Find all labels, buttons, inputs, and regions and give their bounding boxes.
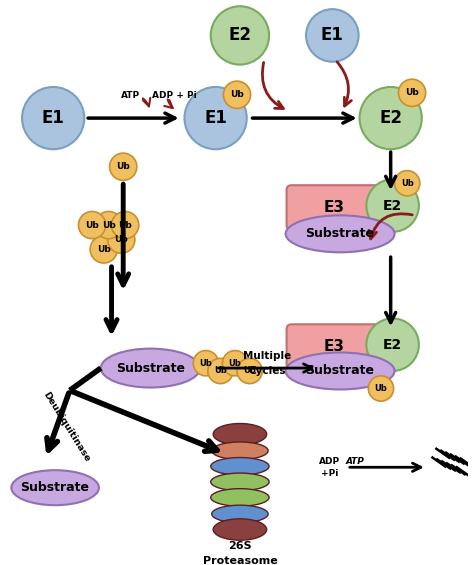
Ellipse shape (211, 473, 269, 490)
Text: ADP + Pi: ADP + Pi (152, 91, 197, 100)
Text: E2: E2 (383, 338, 402, 352)
Text: Ub: Ub (200, 359, 212, 368)
Circle shape (90, 236, 118, 263)
Circle shape (306, 9, 358, 62)
Text: +Pi: +Pi (321, 468, 338, 477)
Circle shape (366, 319, 419, 371)
Text: E1: E1 (42, 109, 64, 127)
Text: E1: E1 (204, 109, 227, 127)
Ellipse shape (11, 470, 99, 505)
Text: Ub: Ub (374, 384, 387, 393)
Text: Ub: Ub (214, 367, 227, 376)
Text: Ub: Ub (401, 179, 414, 188)
Circle shape (237, 358, 262, 384)
Text: Substrate: Substrate (306, 227, 374, 240)
Ellipse shape (212, 442, 268, 459)
Circle shape (108, 226, 135, 253)
Circle shape (111, 211, 139, 238)
Text: Deubiquitinase: Deubiquitinase (42, 390, 92, 463)
Text: Ub: Ub (102, 220, 116, 229)
Text: E2: E2 (228, 27, 251, 45)
Text: E1: E1 (321, 27, 344, 45)
Text: Multiple: Multiple (243, 351, 292, 362)
Ellipse shape (213, 424, 267, 445)
Text: Ub: Ub (114, 235, 128, 244)
FancyBboxPatch shape (287, 185, 382, 230)
Circle shape (193, 350, 219, 376)
Ellipse shape (212, 505, 268, 523)
Text: Ub: Ub (85, 220, 99, 229)
Ellipse shape (101, 349, 200, 388)
Circle shape (184, 87, 247, 149)
Text: Substrate: Substrate (116, 362, 185, 375)
Ellipse shape (211, 458, 269, 475)
Circle shape (211, 6, 269, 64)
Text: E2: E2 (383, 199, 402, 212)
Text: E3: E3 (324, 339, 345, 354)
Text: Substrate: Substrate (306, 364, 374, 377)
Text: Ub: Ub (116, 162, 130, 171)
Circle shape (79, 211, 106, 238)
Circle shape (360, 87, 422, 149)
Ellipse shape (286, 353, 394, 389)
Text: Proteasome: Proteasome (202, 555, 277, 565)
Circle shape (22, 87, 84, 149)
Circle shape (394, 171, 420, 196)
Text: Ub: Ub (230, 90, 244, 99)
Text: Ub: Ub (97, 245, 110, 254)
Text: Ub: Ub (118, 220, 132, 229)
Text: Ub: Ub (405, 88, 419, 97)
Circle shape (222, 350, 248, 376)
Circle shape (95, 211, 122, 238)
Text: Ub: Ub (243, 367, 256, 376)
Text: Cycles: Cycles (248, 366, 286, 376)
Circle shape (368, 376, 393, 401)
Text: ATP: ATP (121, 91, 141, 100)
Circle shape (399, 79, 426, 106)
Text: 26S: 26S (228, 541, 252, 551)
Text: ATP: ATP (345, 457, 364, 466)
Text: E2: E2 (379, 109, 402, 127)
Ellipse shape (211, 489, 269, 506)
Circle shape (109, 153, 137, 180)
Circle shape (366, 179, 419, 232)
Ellipse shape (213, 519, 267, 540)
FancyBboxPatch shape (287, 324, 382, 369)
Ellipse shape (286, 215, 394, 253)
Circle shape (223, 81, 251, 108)
Text: E3: E3 (324, 200, 345, 215)
Text: ADP: ADP (319, 457, 340, 466)
Circle shape (208, 358, 233, 384)
Text: Ub: Ub (228, 359, 241, 368)
Text: Substrate: Substrate (21, 481, 90, 494)
